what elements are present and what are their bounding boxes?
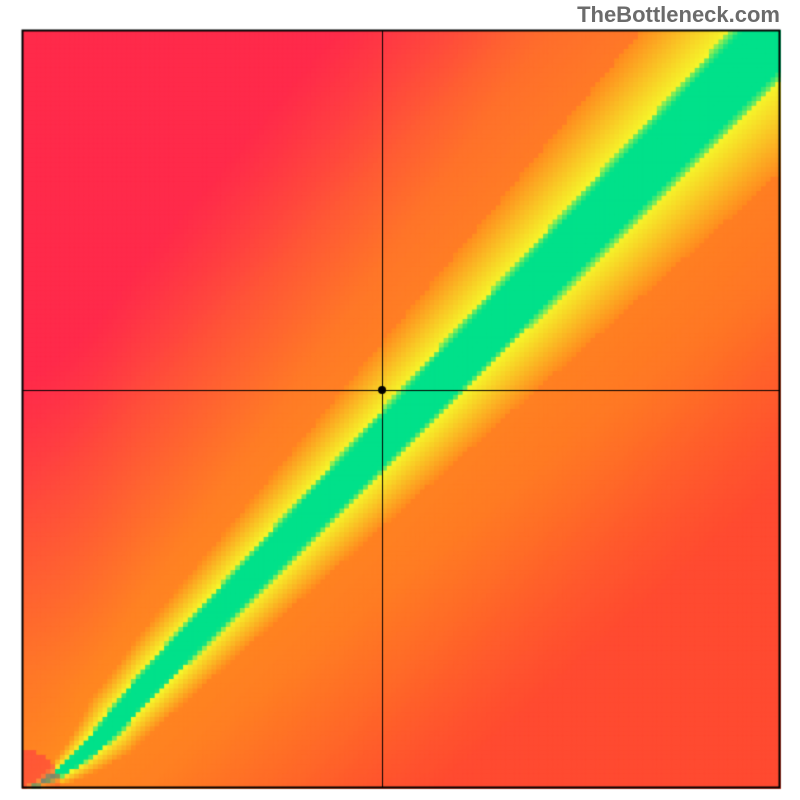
chart-container: TheBottleneck.com	[0, 0, 800, 800]
watermark-text: TheBottleneck.com	[577, 2, 780, 28]
heatmap-chart	[0, 0, 800, 800]
